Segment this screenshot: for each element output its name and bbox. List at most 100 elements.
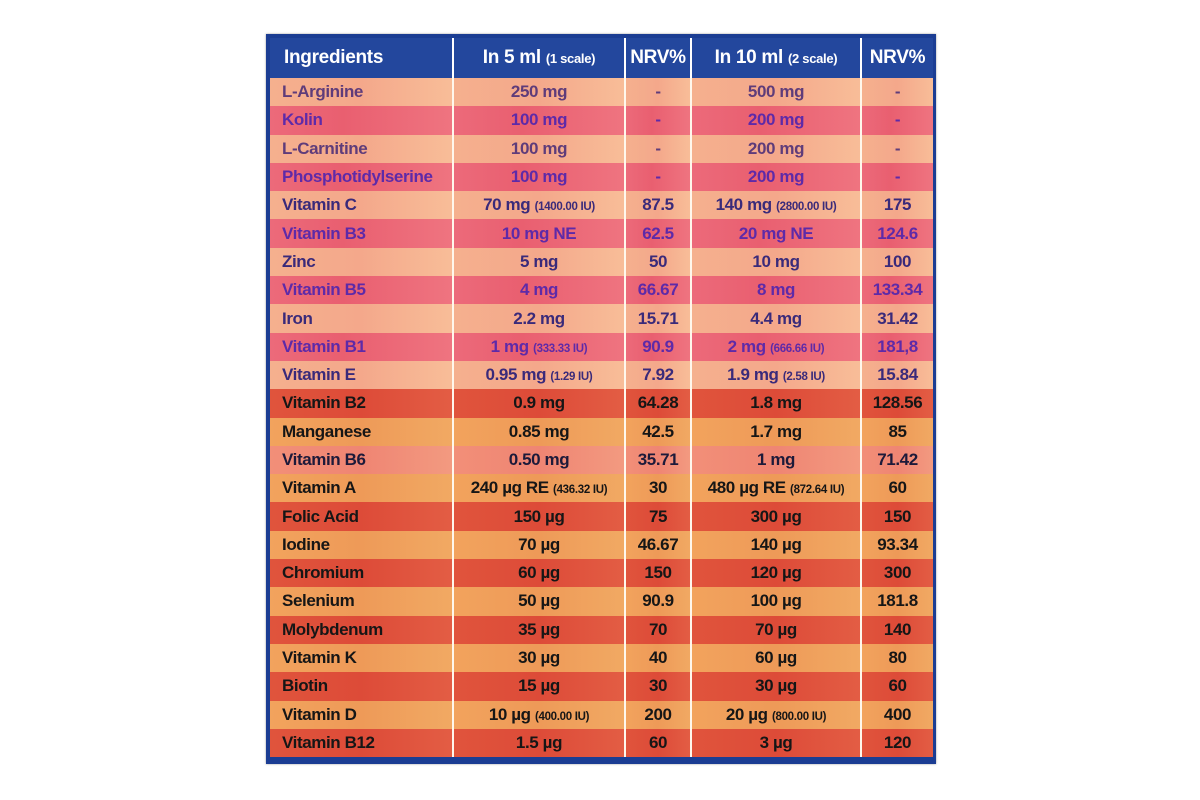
dose-5ml-cell: 100 mg [454, 134, 626, 163]
table-row: Vitamin B3 10 mg NE 62.5 20 mg NE 124.6 [270, 219, 933, 248]
dose-10ml-cell: 500 mg [692, 78, 862, 107]
nrv-10ml-cell: 128.56 [862, 389, 933, 418]
nrv-10ml-cell: 31.42 [862, 304, 933, 333]
header-nrv-5ml: NRV% [626, 38, 692, 78]
nrv-5ml-cell: 50 [626, 247, 692, 277]
dose-10ml-cell-note: (2800.00 IU) [776, 201, 837, 214]
nrv-5ml-cell: 42.5 [626, 417, 692, 446]
ingredient-name: Molybdenum [270, 615, 454, 644]
ingredient-name: L-Arginine [270, 78, 454, 107]
dose-5ml-cell: 70 µg [454, 530, 626, 560]
ingredient-name: Iodine [270, 530, 454, 560]
dose-10ml-cell: 8 mg [692, 276, 862, 305]
dose-10ml-cell: 10 mg [692, 247, 862, 277]
table-row: Vitamin B6 0.50 mg 35.71 1 mg 71.42 [270, 445, 933, 475]
dose-10ml-cell: 3 µg [692, 728, 862, 758]
nrv-10ml-cell: - [862, 162, 933, 192]
nrv-10ml-cell: 181,8 [862, 332, 933, 361]
table-row: Molybdenum 35 µg 70 70 µg 140 [270, 615, 933, 644]
nrv-10ml-cell: 71.42 [862, 445, 933, 475]
dose-10ml-cell: 200 mg [692, 162, 862, 192]
table-row: Chromium 60 µg 150 120 µg 300 [270, 559, 933, 588]
ingredient-name: Chromium [270, 559, 454, 588]
dose-10ml-cell: 140 µg [692, 530, 862, 560]
nrv-5ml-cell: - [626, 78, 692, 107]
dose-10ml-cell: 30 µg [692, 672, 862, 701]
dose-10ml-cell: 1.9 mg (2.58 IU) [692, 360, 862, 390]
nrv-10ml-cell: 100 [862, 247, 933, 277]
ingredient-name: Vitamin B12 [270, 728, 454, 758]
nrv-5ml-cell: 150 [626, 559, 692, 588]
dose-5ml-cell: 100 mg [454, 162, 626, 192]
nrv-5ml-cell: 62.5 [626, 219, 692, 248]
header-dose-5ml: In 5 ml (1 scale) [454, 38, 626, 78]
dose-10ml-cell: 300 µg [692, 502, 862, 531]
dose-5ml-cell: 2.2 mg [454, 304, 626, 333]
dose-5ml-cell-note: (1.29 IU) [550, 371, 593, 384]
ingredient-name: Manganese [270, 417, 454, 446]
dose-5ml-cell: 70 mg (1400.00 IU) [454, 191, 626, 220]
nutrition-table: Ingredients In 5 ml (1 scale) NRV% In 10… [270, 38, 933, 758]
dose-10ml-cell: 2 mg (666.66 IU) [692, 332, 862, 361]
nrv-10ml-cell: 181.8 [862, 587, 933, 616]
nrv-5ml-cell: 75 [626, 502, 692, 531]
table-row: L-Arginine 250 mg -500 mg - [270, 78, 933, 107]
nrv-5ml-cell: 200 [626, 700, 692, 729]
dose-5ml-cell: 4 mg [454, 276, 626, 305]
nrv-5ml-cell: 66.67 [626, 276, 692, 305]
header-dose-10ml: In 10 ml (2 scale) [692, 38, 862, 78]
dose-5ml-cell: 35 µg [454, 615, 626, 644]
table-row: Folic Acid 150 µg 75 300 µg 150 [270, 502, 933, 531]
dose-5ml-cell: 1.5 µg [454, 728, 626, 758]
nrv-5ml-cell: 46.67 [626, 530, 692, 560]
header-ingredients: Ingredients [270, 38, 454, 78]
table-header-row: Ingredients In 5 ml (1 scale) NRV% In 10… [270, 38, 933, 78]
dose-10ml-cell: 100 µg [692, 587, 862, 616]
nrv-10ml-cell: 60 [862, 474, 933, 503]
nrv-10ml-cell: 80 [862, 643, 933, 673]
dose-10ml-cell: 480 µg RE (872.64 IU) [692, 474, 862, 503]
nrv-5ml-cell: 30 [626, 474, 692, 503]
dose-10ml-cell-note: (872.64 IU) [790, 484, 845, 497]
dose-10ml-cell: 200 mg [692, 106, 862, 135]
ingredient-name: Folic Acid [270, 502, 454, 531]
dose-5ml-cell: 50 µg [454, 587, 626, 616]
nrv-5ml-cell: 90.9 [626, 332, 692, 361]
table-row: Selenium 50 µg 90.9 100 µg 181.8 [270, 587, 933, 616]
dose-10ml-cell-note: (2.58 IU) [782, 371, 825, 384]
nrv-10ml-cell: 140 [862, 615, 933, 644]
dose-5ml-cell-note: (333.33 IU) [533, 342, 588, 355]
dose-10ml-cell: 60 µg [692, 643, 862, 673]
dose-5ml-cell: 0.85 mg [454, 417, 626, 446]
ingredient-name: Biotin [270, 672, 454, 701]
nrv-5ml-cell: 7.92 [626, 360, 692, 390]
nrv-10ml-cell: - [862, 134, 933, 163]
nrv-5ml-cell: 87.5 [626, 191, 692, 220]
ingredient-name: Vitamin D [270, 700, 454, 729]
dose-10ml-cell: 20 mg NE [692, 219, 862, 248]
dose-5ml-cell: 1 mg (333.33 IU) [454, 332, 626, 361]
dose-10ml-cell: 1.7 mg [692, 417, 862, 446]
dose-5ml-cell: 10 µg (400.00 IU) [454, 700, 626, 729]
nrv-10ml-cell: 150 [862, 502, 933, 531]
dose-5ml-cell: 100 mg [454, 106, 626, 135]
nrv-5ml-cell: - [626, 162, 692, 192]
nrv-5ml-cell: - [626, 134, 692, 163]
ingredient-name: Vitamin B6 [270, 445, 454, 475]
ingredient-name: Vitamin C [270, 191, 454, 220]
dose-10ml-cell: 70 µg [692, 615, 862, 644]
dose-5ml-cell: 0.50 mg [454, 445, 626, 475]
dose-10ml-cell-note: (666.66 IU) [770, 342, 825, 355]
ingredient-name: Vitamin B5 [270, 276, 454, 305]
table-row: Zinc 5 mg 50 10 mg 100 [270, 247, 933, 277]
dose-5ml-cell: 150 µg [454, 502, 626, 531]
table-row: Vitamin K 30 µg 40 60 µg 80 [270, 643, 933, 673]
dose-5ml-cell-note: (400.00 IU) [534, 710, 590, 723]
ingredient-name: Vitamin E [270, 360, 454, 390]
nrv-10ml-cell: - [862, 106, 933, 135]
nrv-5ml-cell: 30 [626, 672, 692, 701]
table-body: L-Arginine 250 mg -500 mg - Kolin 100 mg -200 … [270, 78, 933, 758]
ingredient-name: Iron [270, 304, 454, 333]
table-row: Iodine 70 µg 46.67 140 µg 93.34 [270, 530, 933, 560]
nrv-5ml-cell: - [626, 106, 692, 135]
